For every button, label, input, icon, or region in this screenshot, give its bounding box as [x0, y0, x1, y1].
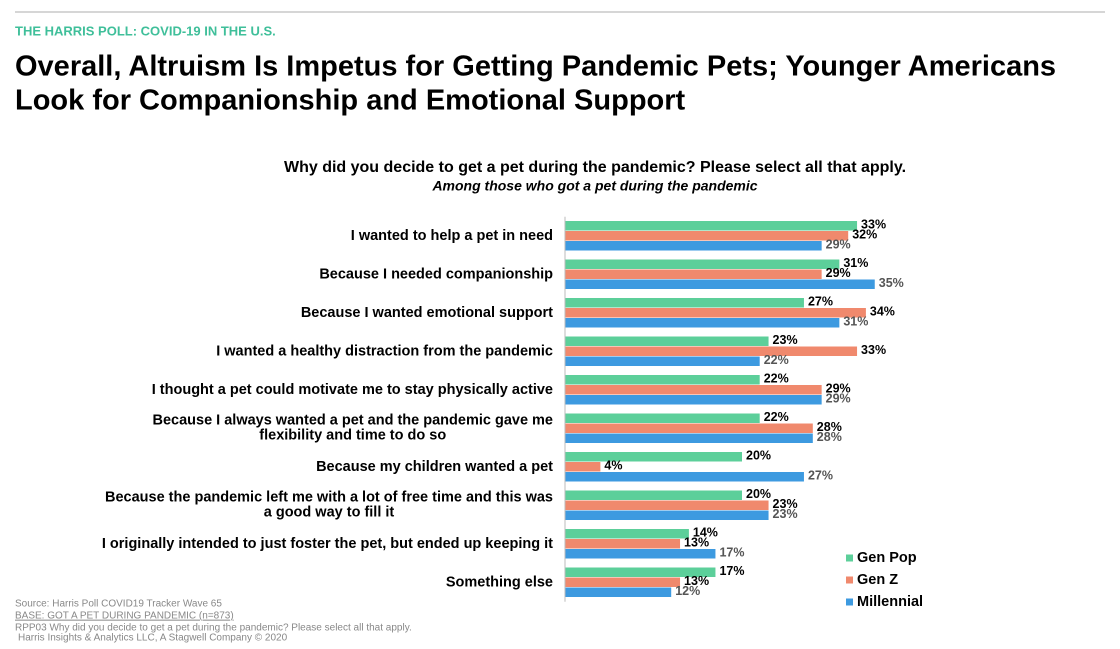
category-label: Because I needed companionship [319, 266, 553, 282]
company: Harris Insights & Analytics LLC, A Stagw… [18, 633, 288, 644]
bar [565, 539, 681, 549]
legend-label: Gen Pop [857, 550, 917, 566]
value-label: 17% [719, 545, 744, 559]
title-line: Look for Companionship and Emotional Sup… [15, 85, 686, 117]
value-label: 33% [861, 217, 886, 231]
bar [565, 375, 760, 385]
bar [565, 356, 760, 366]
value-label: 17% [719, 564, 744, 578]
bar [565, 433, 813, 443]
category-label: I originally intended to just foster the… [102, 536, 553, 552]
bar [565, 259, 840, 269]
bar [565, 462, 601, 472]
bar [565, 577, 681, 587]
value-label: 29% [826, 237, 851, 251]
question: RPP03 Why did you decide to get a pet du… [15, 623, 412, 634]
legend-label: Millennial [857, 594, 923, 610]
value-label: 29% [826, 266, 851, 280]
base: BASE: GOT A PET DURING PANDEMIC (n=873) [15, 611, 234, 622]
bar [565, 298, 804, 308]
value-label: 28% [817, 420, 842, 434]
bar [565, 510, 769, 520]
value-label: 22% [764, 410, 789, 424]
bar [565, 269, 822, 279]
category-label: Because the pandemic left me with a lot … [105, 489, 553, 505]
value-label: 23% [773, 497, 798, 511]
category-label: I wanted to help a pet in need [351, 228, 553, 244]
value-label: 35% [879, 276, 904, 290]
bar [565, 549, 716, 559]
bar [565, 336, 769, 346]
value-label: 29% [826, 381, 851, 395]
bar [565, 490, 742, 500]
value-label: 34% [870, 304, 895, 318]
value-label: 20% [746, 448, 771, 462]
bar [565, 500, 769, 510]
value-label: 12% [675, 584, 700, 598]
bar [565, 567, 716, 577]
category-label: I thought a pet could motivate me to sta… [152, 382, 553, 398]
source: Source: Harris Poll COVID19 Tracker Wave… [15, 599, 222, 610]
value-label: 23% [773, 507, 798, 521]
bar [565, 308, 866, 318]
category-label: flexibility and time to do so [259, 427, 446, 443]
value-label: 22% [764, 353, 789, 367]
legend-swatch [846, 554, 853, 562]
value-label: 27% [808, 294, 833, 308]
bar [565, 318, 840, 328]
legend-swatch [846, 598, 853, 606]
bar [565, 241, 822, 251]
value-label: 13% [684, 535, 709, 549]
bar [565, 423, 813, 433]
bar [565, 413, 760, 423]
legend-label: Gen Z [857, 572, 898, 588]
bar [565, 346, 858, 356]
value-label: 20% [746, 487, 771, 501]
bar [565, 231, 849, 241]
value-label: 32% [852, 227, 877, 241]
chart-title: Why did you decide to get a pet during t… [284, 159, 906, 176]
category-label: Because I always wanted a pet and the pa… [152, 412, 553, 428]
bar [565, 221, 858, 231]
category-label: I wanted a healthy distraction from the … [216, 343, 553, 359]
value-label: 28% [817, 430, 842, 444]
value-label: 23% [773, 333, 798, 347]
category-label: Because my children wanted a pet [316, 459, 553, 475]
value-label: 33% [861, 343, 886, 357]
kicker: THE HARRIS POLL: COVID-19 IN THE U.S. [15, 23, 276, 38]
value-label: 31% [843, 256, 868, 270]
category-label: Because I wanted emotional support [301, 305, 553, 321]
bar [565, 529, 689, 539]
value-label: 14% [693, 525, 718, 539]
value-label: 27% [808, 468, 833, 482]
value-label: 31% [843, 314, 868, 328]
category-label: a good way to fill it [264, 504, 395, 520]
title-line: Overall, Altruism Is Impetus for Getting… [15, 51, 1056, 83]
bar [565, 395, 822, 405]
value-label: 4% [604, 458, 622, 472]
value-label: 29% [826, 391, 851, 405]
bar [565, 279, 875, 289]
bar [565, 452, 742, 462]
value-label: 13% [684, 574, 709, 588]
category-label: Something else [446, 574, 553, 590]
bar [565, 385, 822, 395]
legend-swatch [846, 576, 853, 584]
value-label: 22% [764, 371, 789, 385]
chart-subtitle: Among those who got a pet during the pan… [431, 178, 757, 194]
bar [565, 472, 804, 482]
bar [565, 587, 672, 597]
